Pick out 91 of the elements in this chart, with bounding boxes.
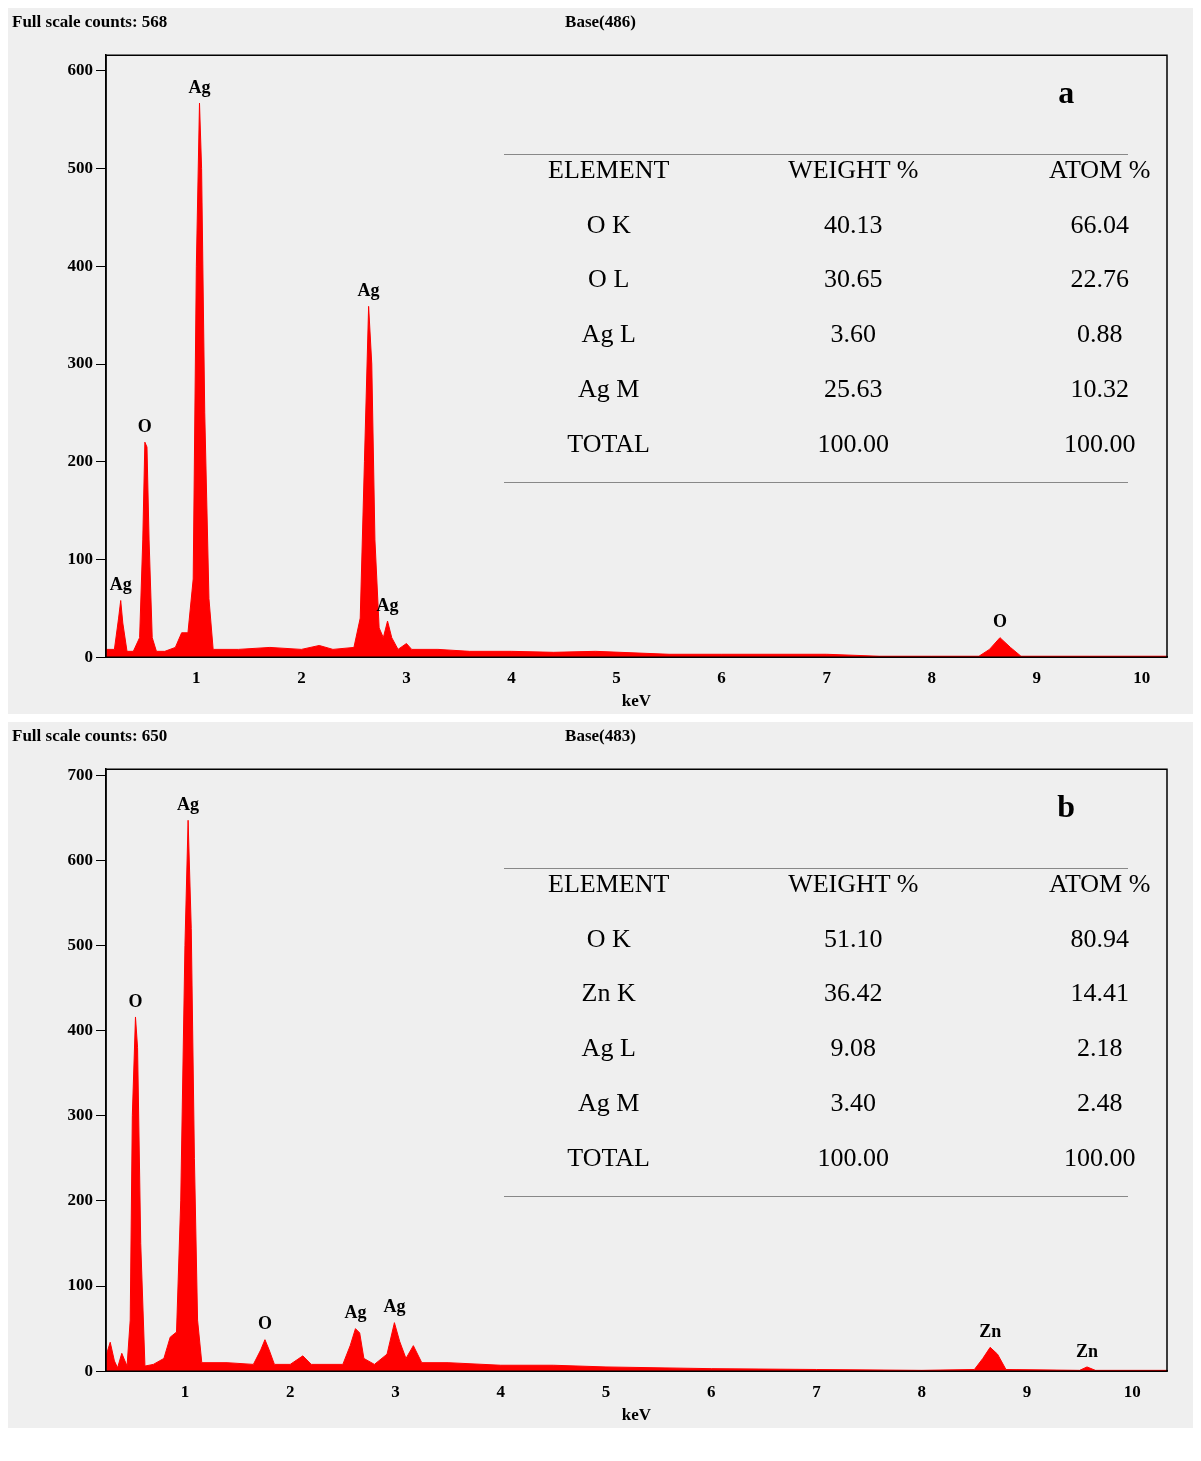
x-tick-label: 6 [706,1381,716,1401]
annotation: Zn K [581,978,636,1008]
annotation: 9.08 [830,1033,876,1063]
x-tick-label: 2 [297,667,306,687]
annotation: ATOM % [1048,868,1151,898]
x-tick-label: 4 [507,667,517,687]
annotation: TOTAL [567,1142,651,1172]
y-tick-label: 600 [67,849,93,869]
y-tick-label: 500 [67,934,93,954]
y-tick-label: 600 [67,60,93,80]
annotation: Ag [177,793,200,814]
annotation: O L [588,264,630,294]
y-tick-label: 500 [67,157,93,177]
x-tick-label: 3 [391,1381,400,1401]
annotation: 14.41 [1070,978,1129,1008]
annotation: Zn [1075,1340,1099,1361]
annotation: Ag M [577,1087,640,1117]
y-tick-label: 200 [67,451,93,471]
x-tick-label: 7 [822,667,832,687]
annotation: 3.40 [830,1087,876,1117]
annotation: Ag L [581,1033,636,1063]
annotation: Ag M [577,373,640,403]
annotation: 0.88 [1076,319,1123,349]
annotation: 3.60 [830,319,876,349]
annotation: 30.65 [823,264,883,294]
annotation: b [1057,787,1076,824]
y-tick-label: 0 [84,1360,93,1380]
annotation: 36.42 [823,978,883,1008]
annotation: 100.00 [817,1142,889,1172]
annotation: ELEMENT [548,154,670,184]
annotation: 80.94 [1070,923,1129,953]
annotation: O [992,611,1007,632]
annotation: 100.00 [1063,428,1136,458]
chart-subtitle: Base(483) [565,726,636,745]
annotation: 2.48 [1076,1087,1123,1117]
x-axis-title: keV [621,691,652,711]
y-tick-label: 400 [67,255,93,275]
chart-title: Full scale counts: 568 [12,12,168,32]
x-tick-label: 5 [612,667,621,687]
annotation: Ag [188,76,211,97]
y-tick-label: 0 [84,646,93,666]
annotation: O [137,415,152,436]
annotation: 10.32 [1070,373,1129,403]
annotation: TOTAL [567,428,651,458]
annotation: WEIGHT % [788,154,919,184]
annotation: Ag L [581,319,636,349]
y-tick-label: 400 [67,1020,93,1039]
chart-subtitle: Base(486) [565,12,636,31]
annotation: ATOM % [1048,154,1151,184]
x-tick-label: 1 [192,667,201,687]
annotation: 2.18 [1076,1033,1123,1063]
annotation: 22.76 [1070,264,1129,294]
y-tick-label: 100 [67,548,93,568]
annotation: Ag [109,574,132,595]
annotation: Ag [383,1296,406,1317]
annotation: a [1058,73,1075,110]
annotation: O K [586,923,631,953]
annotation: ELEMENT [548,868,670,898]
x-tick-label: 3 [402,667,411,687]
annotation: O [128,990,143,1011]
x-tick-label: 7 [812,1381,822,1401]
x-tick-label: 2 [285,1381,295,1401]
x-tick-label: 9 [1022,1381,1032,1401]
annotation: 100.00 [817,428,889,458]
annotation: Ag [344,1302,367,1323]
x-tick-label: 4 [496,1381,506,1401]
x-tick-label: 8 [927,667,936,687]
x-tick-label: 1 [180,1381,190,1401]
y-tick-label: 700 [67,764,93,784]
annotation: Zn [979,1321,1002,1342]
annotation: 51.10 [823,923,883,953]
annotation: 66.04 [1070,209,1129,239]
x-tick-label: 9 [1032,667,1041,687]
x-tick-label: 5 [601,1381,611,1401]
annotation: Ag [357,280,380,301]
x-tick-label: 10 [1133,667,1151,687]
annotation: 40.13 [823,209,883,239]
annotation: 100.00 [1063,1142,1136,1172]
chart-title: Full scale counts: 650 [12,726,168,746]
x-tick-label: 8 [917,1381,926,1401]
x-axis-title: keV [621,1405,652,1425]
y-tick-label: 300 [67,353,93,373]
annotation: O [257,1313,272,1334]
y-tick-label: 200 [67,1190,93,1210]
y-tick-label: 300 [67,1105,93,1125]
annotation: WEIGHT % [788,868,919,898]
y-tick-label: 100 [67,1275,93,1295]
annotation: O K [586,209,631,239]
annotation: 25.63 [823,373,883,403]
x-tick-label: 6 [717,667,726,687]
x-tick-label: 10 [1123,1381,1141,1401]
